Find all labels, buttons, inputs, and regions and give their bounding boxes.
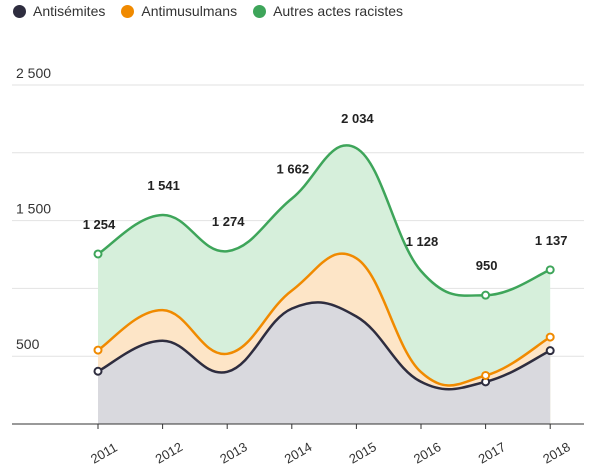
legend-dot-autres	[253, 4, 267, 18]
point-s2-2017	[481, 370, 491, 380]
series-line-1	[97, 301, 551, 391]
series-line-3	[97, 144, 551, 297]
legend-label-antisemites: Antisémites	[33, 3, 106, 19]
legend-dot-antisemites	[13, 4, 26, 18]
x-tick-label-2014: 2014	[282, 439, 315, 466]
x-tick-label-2016: 2016	[411, 439, 444, 466]
point-s3-2011	[93, 249, 103, 259]
total-label-2011: 1 254	[83, 217, 116, 232]
legend-label-antimusulmans: Antimusulmans	[141, 3, 238, 19]
legend-label-autres: Autres actes racistes	[273, 3, 403, 19]
legend-dot-antimusulmans	[121, 4, 135, 18]
point-s2-2018	[545, 332, 555, 342]
x-tick-label-2011: 2011	[88, 440, 120, 467]
legend-item-autres[interactable]: Autres actes racistes	[253, 3, 403, 19]
x-tick-label-2015: 2015	[346, 439, 379, 466]
point-s2-2011	[93, 345, 103, 355]
area-1	[98, 302, 551, 424]
y-tick-label-500: 500	[16, 336, 40, 352]
y-tick-label-1500: 1 500	[16, 201, 51, 217]
x-tick-label-2018: 2018	[540, 439, 573, 466]
total-label-2015: 2 034	[341, 111, 374, 126]
legend-item-antimusulmans[interactable]: Antimusulmans	[121, 3, 237, 19]
point-s3-2017	[481, 290, 491, 300]
x-tick-label-2017: 2017	[476, 439, 509, 466]
x-tick-label-2013: 2013	[217, 439, 250, 466]
y-tick-label-2500: 2 500	[16, 65, 51, 81]
chart-legend: Antisémites Antimusulmans Autres actes r…	[13, 3, 403, 19]
total-label-2016: 1 128	[406, 234, 439, 249]
legend-item-antisemites[interactable]: Antisémites	[13, 3, 105, 19]
total-label-2014: 1 662	[277, 162, 310, 177]
x-tick-label-2012: 2012	[153, 439, 186, 466]
total-label-2017: 950	[476, 258, 498, 273]
series-line-2	[97, 252, 551, 387]
total-label-2012: 1 541	[147, 178, 180, 193]
point-s1-2018	[545, 346, 555, 356]
total-label-2018: 1 137	[535, 233, 568, 248]
point-s3-2018	[545, 265, 555, 275]
point-s1-2011	[93, 366, 103, 376]
total-label-2013: 1 274	[212, 214, 245, 229]
